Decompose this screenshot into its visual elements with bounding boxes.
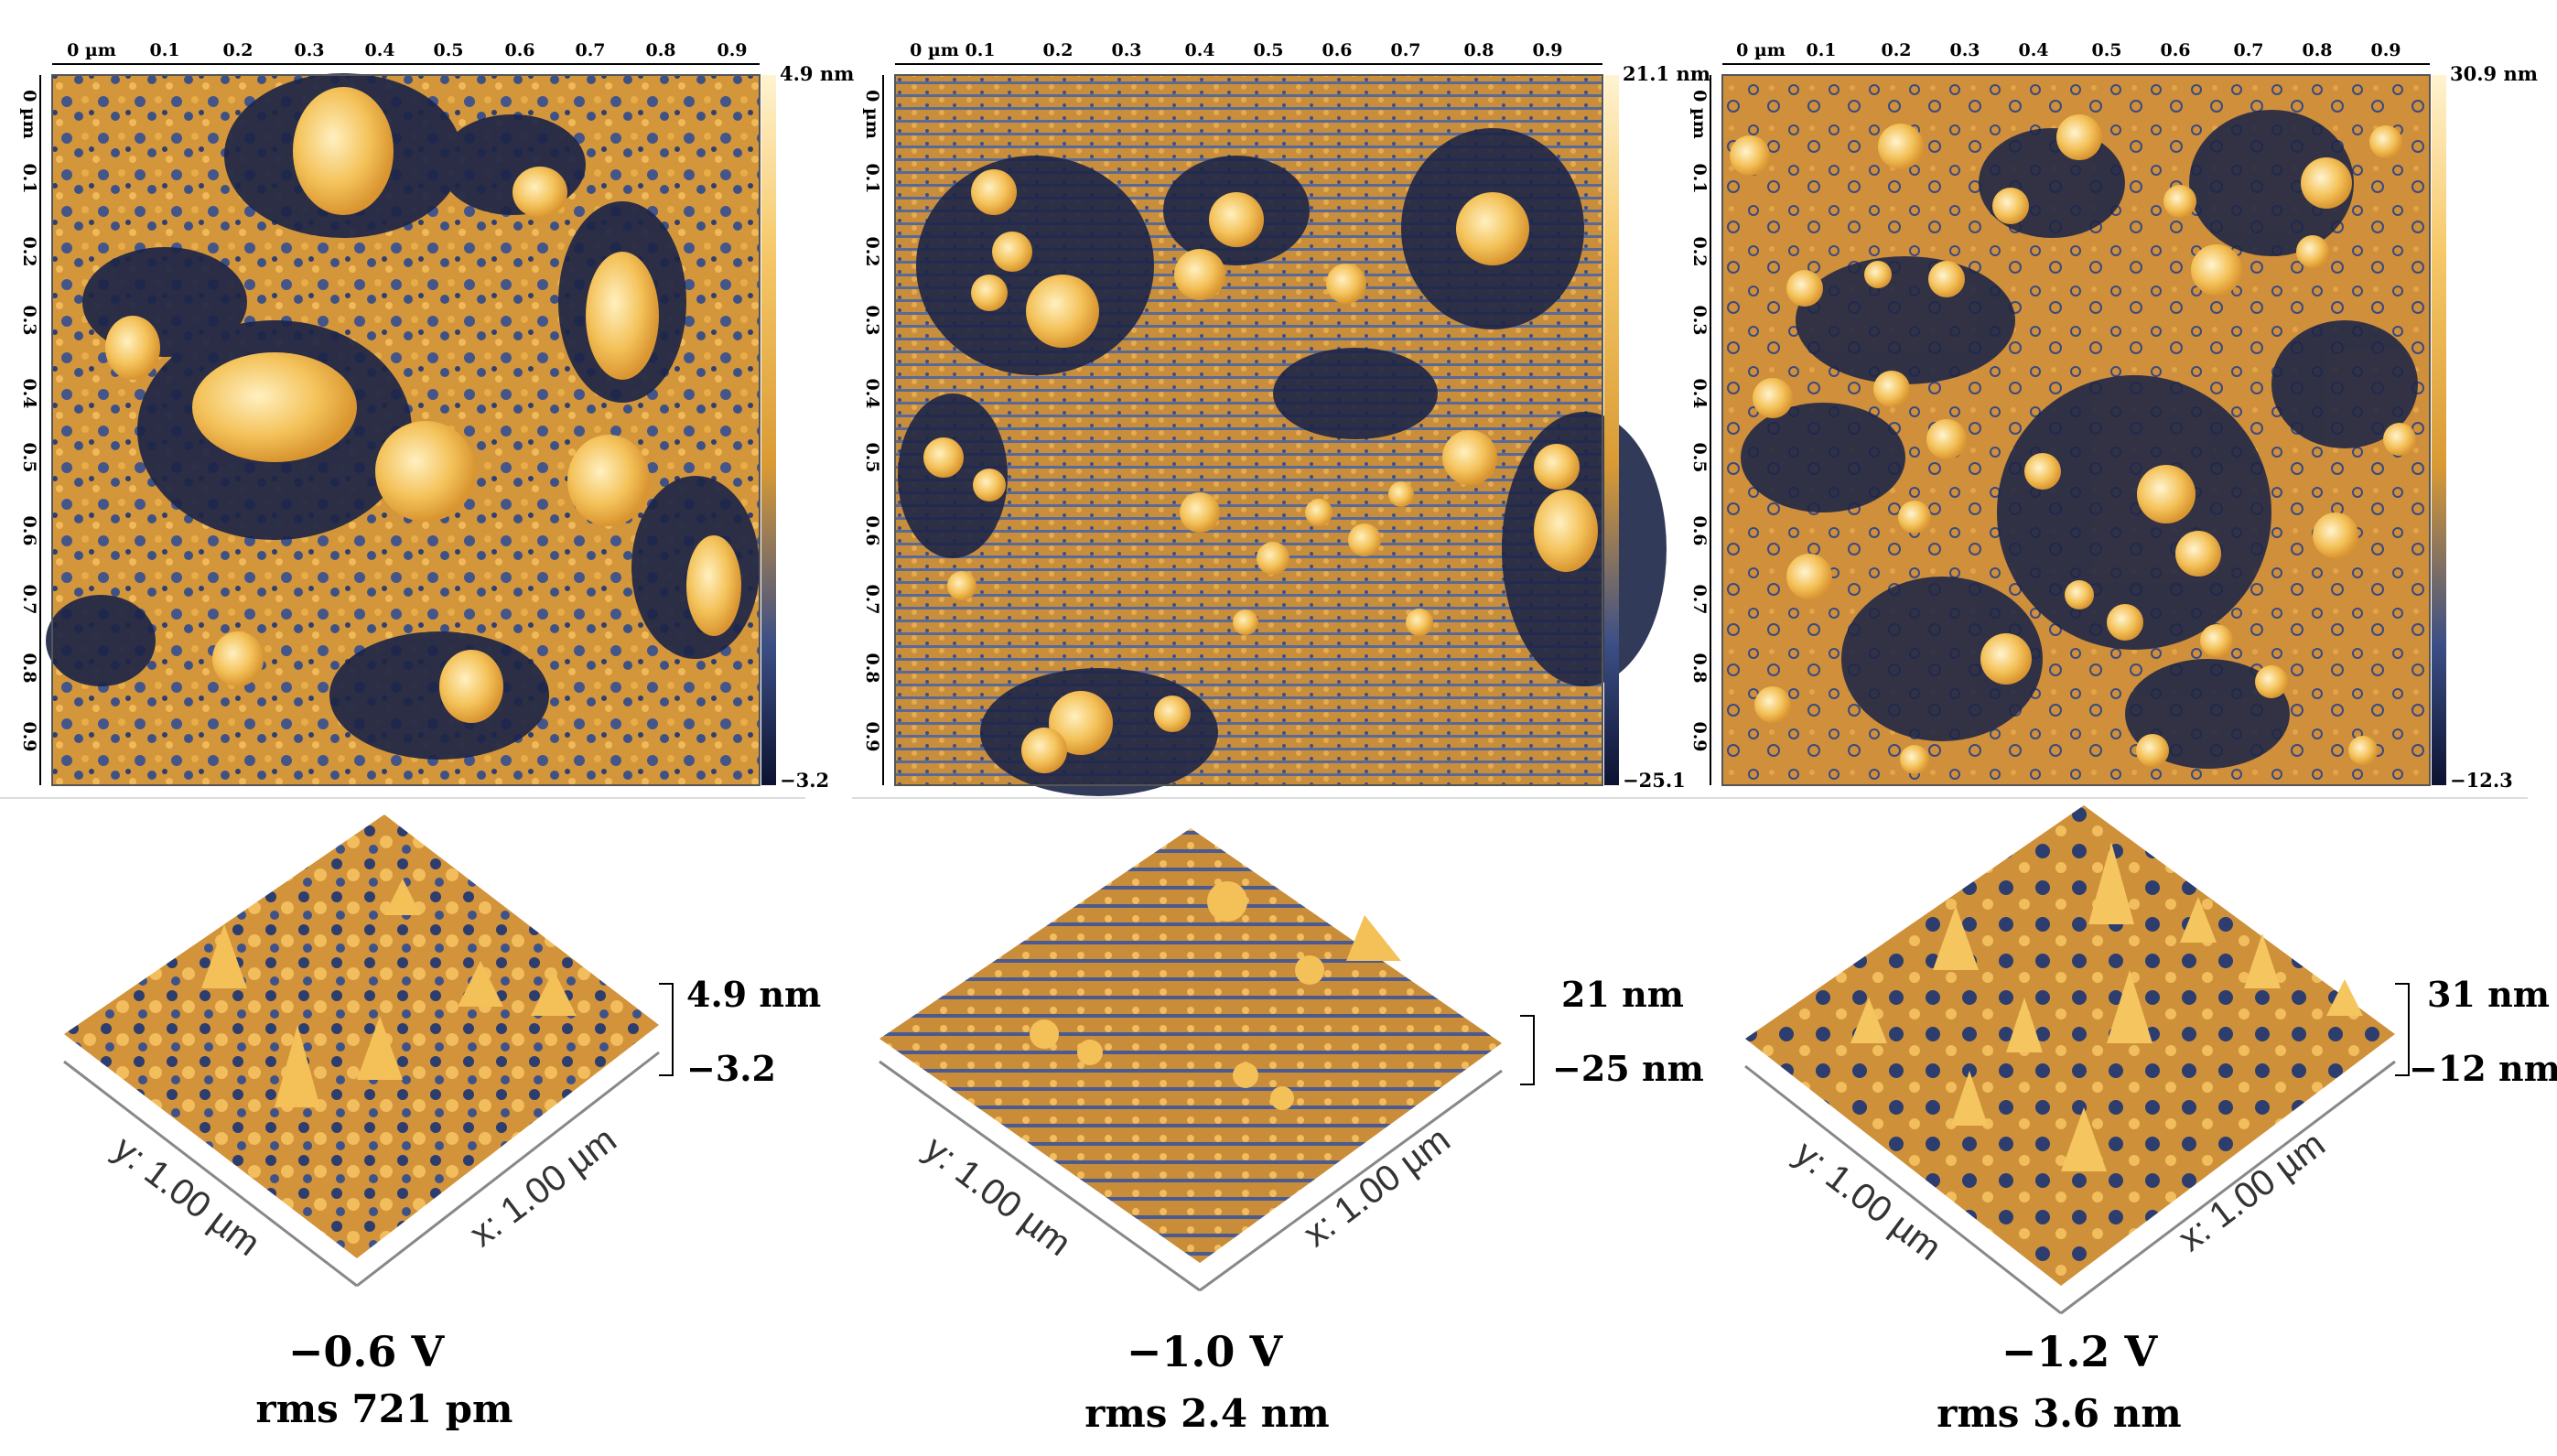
y-tick: 0 µm — [19, 90, 39, 139]
y-tick: 0.4 — [19, 378, 39, 409]
x-tick: 0.6 — [1322, 40, 1353, 60]
y-tick: 0.3 — [862, 305, 882, 336]
y-tick: 0.1 — [862, 163, 882, 194]
y-tick: 0 µm — [1689, 90, 1710, 139]
x-tick: 0.2 — [1042, 40, 1074, 60]
afm-figure-graphics — [0, 63, 805, 1288]
y-tick: 0.2 — [862, 236, 882, 267]
y-tick: 0.2 — [19, 236, 39, 267]
surface-peaks — [1850, 842, 2363, 1171]
x-tick: 0 µm — [67, 40, 116, 60]
x-tick: 0.9 — [2370, 40, 2401, 60]
y-tick: 0.6 — [862, 515, 882, 546]
x-tick: 0.4 — [2018, 40, 2049, 60]
surface-3d — [1745, 805, 2395, 1286]
colorbar — [761, 75, 776, 785]
y-tick: 0.7 — [19, 584, 39, 615]
afm-panel-3: 0 µm 0.1 0.2 0.3 0.4 0.5 0.6 0.7 0.8 0.9… — [1689, 0, 2557, 1456]
y-tick: 0.7 — [1689, 584, 1710, 615]
x-tick: 0.8 — [1463, 40, 1494, 60]
surface-3d — [879, 828, 1502, 1263]
x-tick: 0.3 — [1111, 40, 1142, 60]
x-tick: 0 µm — [910, 40, 959, 60]
y-tick: 0.9 — [19, 721, 39, 752]
y-tick: 0.6 — [19, 515, 39, 546]
y-tick: 0.1 — [1689, 163, 1710, 194]
z-max-label: 31 nm — [2427, 974, 2550, 1015]
bias-voltage: −1.0 V — [1126, 1327, 1283, 1376]
x-tick: 0.1 — [1806, 40, 1837, 60]
dark-depressions — [1741, 110, 2418, 769]
colorbar-min-label: −25.1 — [1623, 769, 1686, 792]
y-tick: 0.3 — [19, 305, 39, 336]
x-tick: 0.1 — [965, 40, 996, 60]
x-tick: 0.1 — [149, 40, 180, 60]
x-tick: 0.5 — [2091, 40, 2122, 60]
colorbar-min-label: −3.2 — [780, 769, 830, 792]
x-tick: 0.5 — [433, 40, 464, 60]
y-tick: 0.1 — [19, 163, 39, 194]
y-tick: 0.4 — [1689, 378, 1710, 409]
y-tick: 0.8 — [1689, 653, 1710, 684]
colorbar-max-label: 30.9 nm — [2450, 62, 2538, 85]
z-min-label: −25 nm — [1552, 1048, 1704, 1089]
y-tick: 0.2 — [1689, 236, 1710, 267]
y-tick: 0.8 — [862, 653, 882, 684]
x-tick: 0.2 — [222, 40, 254, 60]
x-tick: 0.6 — [2160, 40, 2191, 60]
colorbar — [1604, 75, 1619, 785]
x-tick: 0.5 — [1253, 40, 1284, 60]
y-tick: 0.5 — [862, 442, 882, 473]
x-tick: 0.7 — [1390, 40, 1421, 60]
y-tick: 0.6 — [1689, 515, 1710, 546]
z-min-label: −3.2 — [686, 1048, 776, 1089]
y-tick: 0.9 — [1689, 721, 1710, 752]
bright-grains — [923, 169, 1598, 773]
afm-panel-1: 0 µm 0.1 0.2 0.3 0.4 0.5 0.6 0.7 0.8 0.9… — [0, 0, 855, 1456]
y-tick: 0.8 — [19, 653, 39, 684]
bright-grains — [105, 87, 741, 723]
colorbar-min-label: −12.3 — [2450, 769, 2513, 792]
bias-voltage: −1.2 V — [2001, 1327, 2158, 1376]
rms-roughness: rms 721 pm — [255, 1386, 513, 1431]
surface-3d — [64, 814, 659, 1258]
surface-peaks — [1030, 881, 1401, 1110]
x-tick: 0.2 — [1881, 40, 1912, 60]
afm-panel-2: 0 µm 0.1 0.2 0.3 0.4 0.5 0.6 0.7 0.8 0.9… — [852, 0, 1710, 1456]
y-tick: 0.9 — [862, 721, 882, 752]
x-tick: 0.3 — [294, 40, 325, 60]
y-tick: 0.5 — [19, 442, 39, 473]
x-tick: 0.8 — [2302, 40, 2333, 60]
x-tick: 0.7 — [575, 40, 606, 60]
x-tick: 0.4 — [364, 40, 395, 60]
y-tick: 0.7 — [862, 584, 882, 615]
rms-roughness: rms 3.6 nm — [1937, 1391, 2182, 1436]
x-tick: 0.9 — [1532, 40, 1563, 60]
bright-grains — [1730, 114, 2416, 774]
rms-roughness: rms 2.4 nm — [1084, 1391, 1330, 1436]
colorbar — [2432, 75, 2446, 785]
z-max-label: 21 nm — [1561, 974, 1684, 1015]
colorbar-max-label: 4.9 nm — [780, 62, 855, 85]
y-tick: 0 µm — [862, 90, 882, 139]
y-tick: 0.3 — [1689, 305, 1710, 336]
z-max-label: 4.9 nm — [686, 974, 822, 1015]
z-min-label: −12 nm — [2409, 1048, 2557, 1089]
x-tick: 0.9 — [717, 40, 748, 60]
surface-peaks — [201, 879, 577, 1107]
y-tick: 0.4 — [862, 378, 882, 409]
x-tick: 0 µm — [1736, 40, 1786, 60]
afm-figure-graphics — [1704, 63, 2528, 1315]
x-tick: 0.3 — [1949, 40, 1980, 60]
x-tick: 0.6 — [504, 40, 535, 60]
x-tick: 0.8 — [645, 40, 676, 60]
colorbar-max-label: 21.1 nm — [1623, 62, 1710, 85]
y-tick: 0.5 — [1689, 442, 1710, 473]
bias-voltage: −0.6 V — [287, 1327, 445, 1376]
afm-figure-graphics — [852, 63, 1704, 1292]
x-tick: 0.4 — [1184, 40, 1215, 60]
x-tick: 0.7 — [2233, 40, 2264, 60]
